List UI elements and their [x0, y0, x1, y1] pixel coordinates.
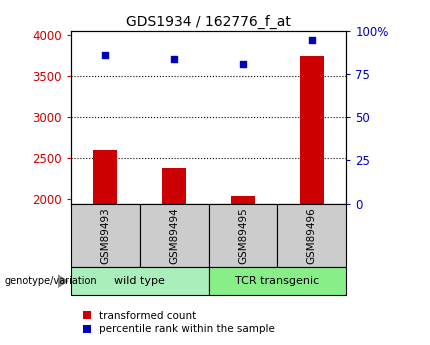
- Bar: [277, 204, 346, 267]
- Bar: [231, 196, 255, 204]
- Polygon shape: [58, 274, 69, 288]
- Point: [102, 52, 109, 58]
- Bar: [93, 150, 117, 204]
- Point: [171, 56, 178, 61]
- Point: [240, 61, 246, 67]
- Bar: [71, 204, 140, 267]
- Text: wild type: wild type: [114, 276, 165, 286]
- Bar: [162, 168, 186, 204]
- Title: GDS1934 / 162776_f_at: GDS1934 / 162776_f_at: [126, 14, 291, 29]
- Text: TCR transgenic: TCR transgenic: [235, 276, 319, 286]
- Text: GSM89494: GSM89494: [169, 207, 179, 264]
- Text: genotype/variation: genotype/variation: [4, 276, 97, 286]
- Text: GSM89495: GSM89495: [238, 207, 248, 264]
- Bar: [300, 56, 324, 204]
- Text: GSM89493: GSM89493: [100, 207, 111, 264]
- Bar: [71, 267, 209, 295]
- Text: GSM89496: GSM89496: [307, 207, 317, 264]
- Point: [308, 37, 315, 42]
- Legend: transformed count, percentile rank within the sample: transformed count, percentile rank withi…: [83, 311, 275, 334]
- Bar: [140, 204, 209, 267]
- Bar: [209, 204, 277, 267]
- Bar: [209, 267, 346, 295]
